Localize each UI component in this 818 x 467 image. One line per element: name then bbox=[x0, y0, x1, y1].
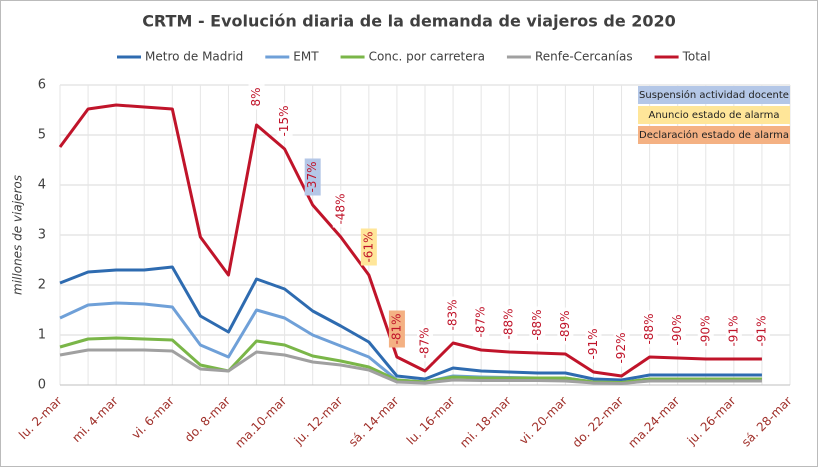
annotation-bg bbox=[529, 306, 546, 344]
annotation: -88% bbox=[529, 306, 546, 344]
annotation: -83% bbox=[445, 296, 462, 334]
annotation: -48% bbox=[332, 190, 349, 228]
annotation: -91% bbox=[753, 312, 770, 350]
annotation-label: -87% bbox=[418, 327, 432, 358]
annotation-label: -92% bbox=[614, 332, 628, 363]
annotation: -88% bbox=[641, 310, 658, 348]
annotation: -87% bbox=[417, 324, 433, 362]
annotation-label: -48% bbox=[333, 193, 347, 224]
annotation: -90% bbox=[669, 311, 686, 349]
annotation-label: -87% bbox=[474, 306, 488, 337]
event-label: Declaración estado de alarma bbox=[639, 129, 789, 141]
y-tick-label: 1 bbox=[38, 328, 46, 343]
y-tick-label: 6 bbox=[38, 78, 46, 93]
annotation: -92% bbox=[613, 329, 630, 367]
y-tick-label: 5 bbox=[38, 128, 46, 143]
annotation: -89% bbox=[557, 307, 574, 345]
annotation-label: 8% bbox=[249, 87, 263, 106]
event-box bbox=[638, 126, 790, 144]
annotation-bg bbox=[332, 190, 349, 228]
annotation-bg bbox=[276, 102, 293, 140]
annotation-bg bbox=[501, 305, 518, 343]
y-tick-label: 2 bbox=[38, 278, 46, 293]
annotation-label: -90% bbox=[698, 315, 712, 346]
annotation-bg bbox=[248, 84, 265, 110]
annotation-bg bbox=[388, 310, 405, 348]
annotation-label: -37% bbox=[305, 161, 319, 192]
annotation: -61% bbox=[360, 228, 377, 266]
annotation: -91% bbox=[725, 312, 742, 350]
annotation-label: -89% bbox=[558, 310, 572, 341]
legend-label: Renfe-Cercanías bbox=[535, 50, 633, 64]
annotation-bg bbox=[697, 312, 714, 350]
annotation-bg bbox=[445, 296, 462, 334]
annotation: -91% bbox=[585, 325, 602, 363]
series-line bbox=[58, 103, 762, 378]
annotation-bg bbox=[585, 325, 602, 363]
annotation-bg bbox=[304, 158, 321, 196]
annotation-label: -88% bbox=[530, 309, 544, 340]
legend-label: Conc. por carretera bbox=[369, 50, 485, 64]
annotation-label: -91% bbox=[726, 315, 740, 346]
legend-label: Metro de Madrid bbox=[145, 50, 243, 64]
annotation-label: -15% bbox=[277, 105, 291, 136]
event-box bbox=[638, 106, 790, 124]
annotation-label: -88% bbox=[642, 313, 656, 344]
annotation-bg bbox=[557, 307, 574, 345]
annotation: -15% bbox=[276, 102, 293, 140]
annotation-bg bbox=[360, 228, 377, 266]
event-box bbox=[638, 86, 790, 104]
annotation-bg bbox=[641, 310, 658, 348]
annotation-label: -88% bbox=[502, 308, 516, 339]
chart-title: CRTM - Evolución diaria de la demanda de… bbox=[142, 12, 676, 31]
annotation-label: -61% bbox=[361, 231, 375, 262]
annotation: -88% bbox=[501, 305, 518, 343]
annotation: -81% bbox=[388, 310, 405, 348]
series-line bbox=[59, 265, 762, 382]
event-label: Suspensión actividad docente bbox=[639, 89, 789, 101]
annotation: -87% bbox=[473, 303, 490, 341]
annotation-bg bbox=[753, 312, 770, 350]
annotation: -90% bbox=[697, 312, 714, 350]
annotation-label: -90% bbox=[670, 314, 684, 345]
annotation-bg bbox=[473, 303, 490, 341]
event-label: Anuncio estado de alarma bbox=[648, 110, 779, 121]
annotation-label: -83% bbox=[446, 299, 460, 330]
series-line bbox=[59, 348, 762, 385]
annotation-bg bbox=[613, 329, 630, 367]
legend-label: Total bbox=[682, 50, 711, 64]
annotation: 8% bbox=[248, 84, 265, 110]
annotation-label: -91% bbox=[586, 328, 600, 359]
annotation-label: -81% bbox=[389, 313, 403, 344]
annotation: -37% bbox=[304, 158, 321, 196]
annotation-bg bbox=[669, 311, 686, 349]
annotation-bg bbox=[725, 312, 742, 350]
y-axis-label: millones de viajeros bbox=[11, 175, 25, 295]
annotation-label: -91% bbox=[754, 315, 768, 346]
y-tick-label: 0 bbox=[38, 378, 46, 393]
y-tick-label: 4 bbox=[38, 178, 46, 193]
annotation-bg bbox=[417, 324, 433, 362]
y-tick-label: 3 bbox=[38, 228, 46, 243]
legend-label: EMT bbox=[293, 50, 319, 64]
